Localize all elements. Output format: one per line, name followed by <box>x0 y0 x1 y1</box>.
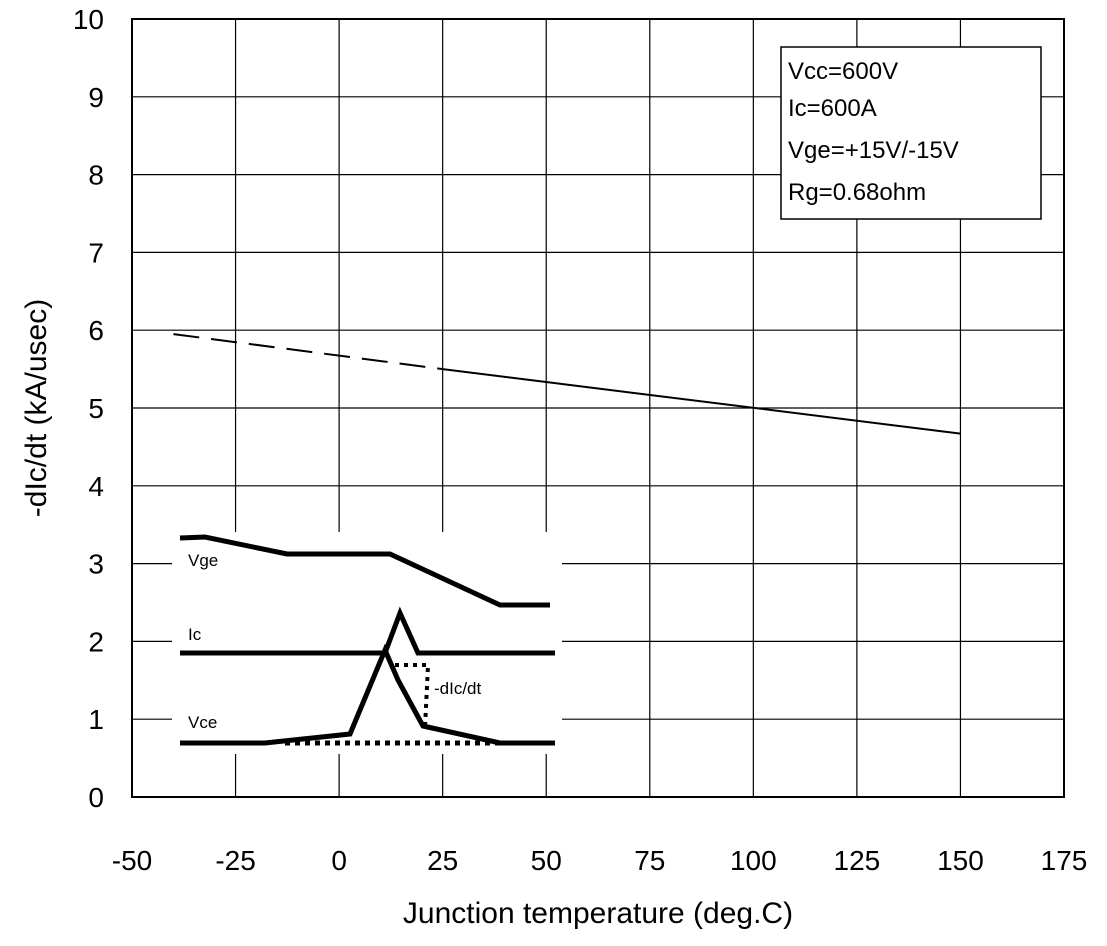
vge-waveform <box>179 534 550 608</box>
y-tick-labels: 0 1 2 3 4 5 6 7 8 9 10 <box>73 4 104 813</box>
series-group <box>173 333 961 435</box>
y-tick-label: 1 <box>88 704 104 735</box>
inset-label-ic: Ic <box>188 625 202 644</box>
x-axis-title: Junction temperature (deg.C) <box>403 897 793 930</box>
y-tick-label: 7 <box>88 237 104 268</box>
x-tick-label: 50 <box>531 845 562 876</box>
plot-frame <box>131 18 1065 798</box>
inset-label-vce: Vce <box>188 713 217 732</box>
x-tick-label: 25 <box>427 845 458 876</box>
x-tick-label: -50 <box>112 845 152 876</box>
y-tick-label: 5 <box>88 393 104 424</box>
x-tick-label: 75 <box>634 845 665 876</box>
x-tick-label: 100 <box>730 845 777 876</box>
conditions-box: Vcc=600V Ic=600A Vge=+15V/-15V Rg=0.68oh… <box>780 46 1042 220</box>
inset-background <box>172 532 562 754</box>
inset-label-didt: -dIc/dt <box>434 679 482 698</box>
y-tick-label: 4 <box>88 471 104 502</box>
didt-marker-dotted <box>395 663 431 729</box>
x-tick-labels: -50 -25 0 25 50 75 100 125 150 175 <box>112 845 1088 876</box>
condition-vge: Vge=+15V/-15V <box>788 137 959 164</box>
ic-waveform <box>180 606 555 656</box>
conditions-box-frame <box>780 46 1042 220</box>
y-tick-label: 8 <box>88 160 104 191</box>
x-tick-label: 175 <box>1041 845 1088 876</box>
condition-rg: Rg=0.68ohm <box>788 179 926 206</box>
y-tick-label: 3 <box>88 549 104 580</box>
x-tick-label: 0 <box>331 845 347 876</box>
condition-vcc: Vcc=600V <box>788 58 898 85</box>
condition-ic: Ic=600A <box>788 95 877 122</box>
series-line-solid <box>442 368 961 435</box>
y-tick-label: 2 <box>88 626 104 657</box>
waveform-inset: Vge Ic Vce -dIc/dt <box>172 532 562 754</box>
y-tick-label: 9 <box>88 82 104 113</box>
y-tick-label: 0 <box>88 782 104 813</box>
x-tick-label: 125 <box>834 845 881 876</box>
y-tick-label: 6 <box>88 315 104 346</box>
y-axis-title: -dIc/dt (kA/usec) <box>20 299 53 517</box>
series-line-dashed <box>173 333 443 371</box>
y-tick-label: 10 <box>73 4 104 35</box>
inset-label-vge: Vge <box>188 551 218 570</box>
x-tick-label: 150 <box>937 845 984 876</box>
vce-waveform <box>180 643 555 746</box>
x-tick-label: -25 <box>215 845 255 876</box>
